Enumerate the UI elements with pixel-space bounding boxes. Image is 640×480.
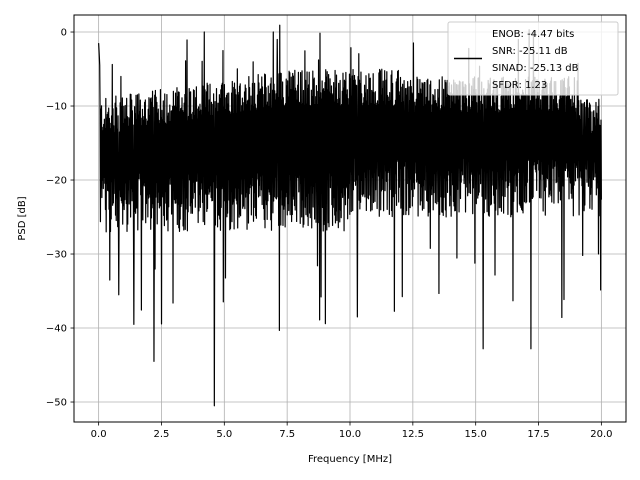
plot-area xyxy=(98,24,602,407)
x-tick-label: 12.5 xyxy=(402,429,424,440)
y-axis: 0 −10 −20 −30 −40 −50 xyxy=(46,28,74,409)
legend-snr: SNR: -25.11 dB xyxy=(492,46,568,57)
x-tick-label: 15.0 xyxy=(465,429,487,440)
x-axis-label: Frequency [MHz] xyxy=(308,454,392,465)
y-axis-label: PSD [dB] xyxy=(17,196,28,240)
x-tick-label: 7.5 xyxy=(279,429,295,440)
x-tick-label: 5.0 xyxy=(216,429,232,440)
legend-sinad: SINAD: -25.13 dB xyxy=(492,63,579,74)
x-tick-label: 17.5 xyxy=(527,429,549,440)
legend-sfdr: SFDR: 1.23 xyxy=(492,80,547,91)
x-axis: 0.0 2.5 5.0 7.5 10.0 12.5 15.0 17.5 20.0 xyxy=(91,422,612,440)
psd-series-line xyxy=(98,24,602,407)
y-tick-label: −50 xyxy=(46,398,67,409)
legend: ENOB: -4.47 bits SNR: -25.11 dB SINAD: -… xyxy=(447,21,619,96)
y-tick-label: −20 xyxy=(46,176,67,187)
x-tick-label: 0.0 xyxy=(91,429,107,440)
y-tick-label: −10 xyxy=(46,102,67,113)
x-tick-label: 20.0 xyxy=(590,429,612,440)
y-tick-label: −30 xyxy=(46,250,67,261)
x-tick-label: 10.0 xyxy=(339,429,361,440)
legend-enob: ENOB: -4.47 bits xyxy=(492,29,574,40)
legend-box xyxy=(447,21,619,96)
x-tick-label: 2.5 xyxy=(154,429,170,440)
y-tick-label: −40 xyxy=(46,324,67,335)
y-tick-label: 0 xyxy=(61,28,67,39)
